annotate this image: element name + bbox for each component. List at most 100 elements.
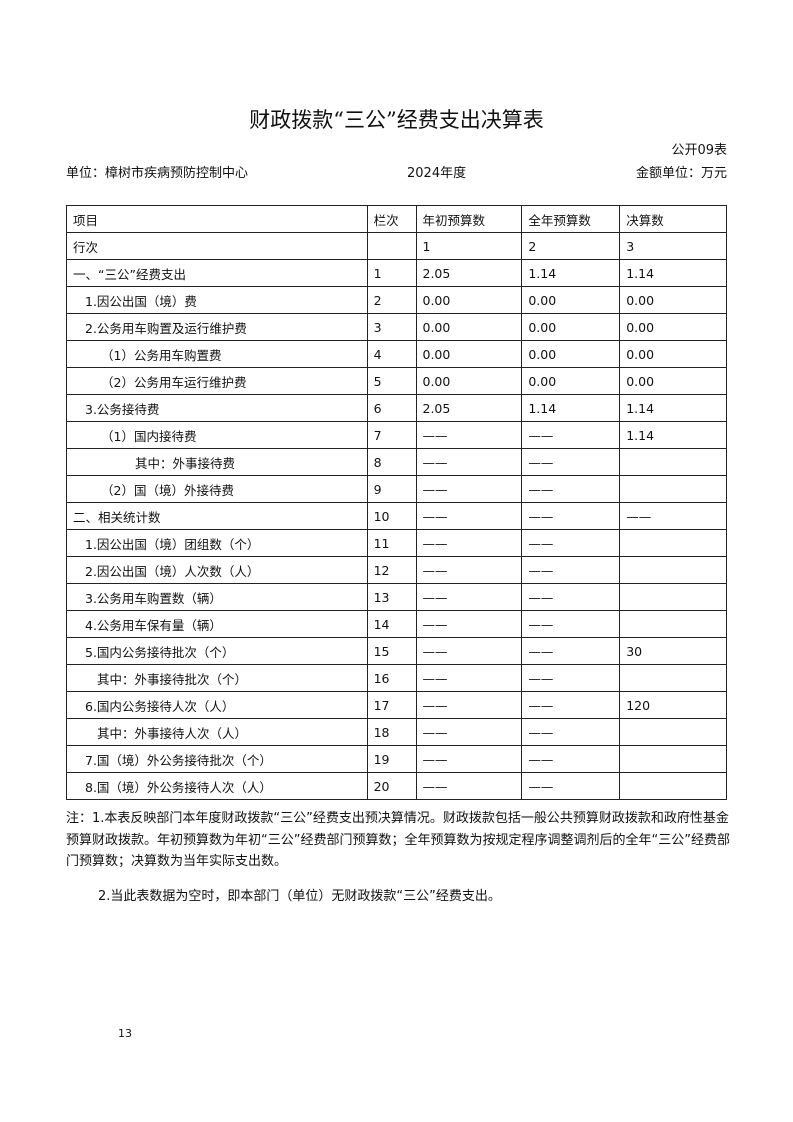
cell-a: —— (415, 745, 523, 773)
cell-b: —— (521, 583, 621, 611)
cell-c: 1.14 (619, 421, 727, 449)
table-row: 7.国（境）外公务接待批次（个） 19 —— —— (66, 745, 727, 773)
cell-a: —— (415, 664, 523, 692)
cell-item: 行次 (66, 232, 368, 260)
header-cell: 决算数 (619, 205, 727, 233)
cell-c (619, 664, 727, 692)
table-row: 6.国内公务接待人次（人） 17 —— —— 120 (66, 691, 727, 719)
cell-b: —— (521, 610, 621, 638)
amount-unit-label: 金额单位：万元 (635, 166, 727, 181)
cell-item: 其中：外事接待人次（人） (66, 718, 368, 746)
cell-no: 1 (366, 259, 417, 287)
cell-item: 一、“三公”经费支出 (66, 259, 368, 287)
cell-no: 2 (366, 286, 417, 314)
cell-item: 其中：外事接待费 (66, 448, 368, 476)
cell-c (619, 583, 727, 611)
cell-a: —— (415, 475, 523, 503)
header-cell: 项目 (66, 205, 368, 233)
cell-b: —— (521, 421, 621, 449)
cell-a: —— (415, 637, 523, 665)
cell-a: 2.05 (415, 394, 523, 422)
table-row: （2）国（境）外接待费 9 —— —— (66, 475, 727, 503)
table-row: 3.公务接待费 6 2.05 1.14 1.14 (66, 394, 727, 422)
cell-item: 4.公务用车保有量（辆） (66, 610, 368, 638)
cell-b: 0.00 (521, 313, 621, 341)
cell-no: 18 (366, 718, 417, 746)
cell-b: 0.00 (521, 286, 621, 314)
cell-no: 16 (366, 664, 417, 692)
table-row: 二、相关统计数 10 —— —— —— (66, 502, 727, 530)
table-row: 1.因公出国（境）团组数（个） 11 —— —— (66, 529, 727, 557)
cell-a: —— (415, 772, 523, 800)
cell-b: —— (521, 475, 621, 503)
header-cell: 栏次 (366, 205, 417, 233)
cell-item: 1.因公出国（境）团组数（个） (66, 529, 368, 557)
table-row: 5.国内公务接待批次（个） 15 —— —— 30 (66, 637, 727, 665)
cell-no: 14 (366, 610, 417, 638)
cell-a: 0.00 (415, 313, 523, 341)
cell-no (366, 232, 417, 260)
cell-a: —— (415, 502, 523, 530)
cell-no: 3 (366, 313, 417, 341)
table-row: 行次 1 2 3 (66, 232, 727, 260)
cell-a: 0.00 (415, 286, 523, 314)
cell-c: —— (619, 502, 727, 530)
cell-b: 1.14 (521, 394, 621, 422)
table-row: 2.公务用车购置及运行维护费 3 0.00 0.00 0.00 (66, 313, 727, 341)
cell-b: —— (521, 529, 621, 557)
cell-item: （2）国（境）外接待费 (66, 475, 368, 503)
cell-item: 2.因公出国（境）人次数（人） (66, 556, 368, 584)
cell-c: 0.00 (619, 313, 727, 341)
cell-a: —— (415, 556, 523, 584)
cell-c: 0.00 (619, 340, 727, 368)
cell-item: 3.公务接待费 (66, 394, 368, 422)
cell-b: —— (521, 772, 621, 800)
note-2: 2.当此表数据为空时，即本部门（单位）无财政拨款“三公”经费支出。 (98, 889, 501, 904)
cell-c (619, 718, 727, 746)
cell-a: —— (415, 610, 523, 638)
table-row: 1.因公出国（境）费 2 0.00 0.00 0.00 (66, 286, 727, 314)
cell-c (619, 610, 727, 638)
cell-b: 1.14 (521, 259, 621, 287)
cell-b: —— (521, 637, 621, 665)
cell-c (619, 529, 727, 557)
cell-c: 30 (619, 637, 727, 665)
cell-c (619, 448, 727, 476)
cell-a: —— (415, 448, 523, 476)
cell-a: 1 (415, 232, 523, 260)
expense-table: 项目 栏次 年初预算数 全年预算数 决算数 行次 1 2 3 一、“三公”经费支出 1 2.… (66, 205, 727, 800)
cell-no: 9 (366, 475, 417, 503)
cell-no: 17 (366, 691, 417, 719)
cell-item: 其中：外事接待批次（个） (66, 664, 368, 692)
table-row: （2）公务用车运行维护费 5 0.00 0.00 0.00 (66, 367, 727, 395)
cell-a: 0.00 (415, 340, 523, 368)
cell-item: （2）公务用车运行维护费 (66, 367, 368, 395)
cell-b: —— (521, 691, 621, 719)
cell-no: 13 (366, 583, 417, 611)
table-row: 其中：外事接待批次（个） 16 —— —— (66, 664, 727, 692)
cell-c: 0.00 (619, 286, 727, 314)
cell-c: 3 (619, 232, 727, 260)
table-row: 4.公务用车保有量（辆） 14 —— —— (66, 610, 727, 638)
cell-item: 1.因公出国（境）费 (66, 286, 368, 314)
cell-c: 0.00 (619, 367, 727, 395)
cell-item: 5.国内公务接待批次（个） (66, 637, 368, 665)
table-row: （1）公务用车购置费 4 0.00 0.00 0.00 (66, 340, 727, 368)
cell-no: 19 (366, 745, 417, 773)
table-row: 其中：外事接待费 8 —— —— (66, 448, 727, 476)
cell-a: —— (415, 421, 523, 449)
cell-c (619, 745, 727, 773)
cell-no: 20 (366, 772, 417, 800)
cell-a: —— (415, 691, 523, 719)
table-row: 3.公务用车购置数（辆） 13 —— —— (66, 583, 727, 611)
cell-a: 2.05 (415, 259, 523, 287)
cell-no: 8 (366, 448, 417, 476)
cell-b: —— (521, 448, 621, 476)
page-title: 财政拨款“三公”经费支出决算表 (249, 108, 544, 132)
header-cell: 年初预算数 (415, 205, 523, 233)
cell-c: 1.14 (619, 259, 727, 287)
cell-c (619, 772, 727, 800)
cell-a: —— (415, 718, 523, 746)
cell-no: 11 (366, 529, 417, 557)
cell-item: （1）国内接待费 (66, 421, 368, 449)
